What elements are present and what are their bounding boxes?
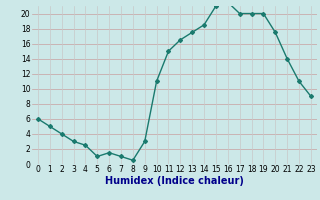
X-axis label: Humidex (Indice chaleur): Humidex (Indice chaleur)	[105, 176, 244, 186]
